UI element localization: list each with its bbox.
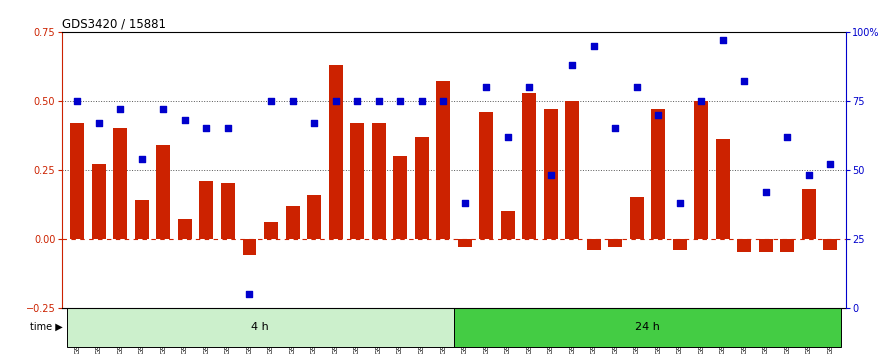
Point (673, 200, 687, 206)
Point (823, 161, 837, 167)
Point (134, 156, 149, 161)
Point (371, 98, 385, 104)
Bar (264, 222, 278, 239)
Text: GDS3420 / 15881: GDS3420 / 15881 (62, 18, 166, 31)
Bar (135, 200, 149, 239)
Bar (544, 109, 558, 239)
Bar (199, 181, 214, 239)
Bar (157, 145, 170, 239)
Point (522, 84, 537, 90)
Bar (651, 109, 666, 239)
Point (479, 84, 493, 90)
Bar (328, 65, 343, 239)
Point (629, 84, 643, 90)
Bar (113, 129, 127, 239)
Bar (823, 239, 837, 250)
Bar (630, 197, 643, 239)
Point (608, 126, 622, 131)
Text: 24 h: 24 h (635, 322, 660, 332)
Point (157, 106, 171, 112)
Point (393, 98, 408, 104)
Bar (759, 239, 773, 252)
Point (436, 98, 450, 104)
Bar (221, 183, 235, 239)
Point (286, 98, 300, 104)
Point (587, 43, 601, 48)
Bar (501, 211, 514, 239)
Bar (694, 101, 708, 239)
Point (92, 120, 106, 126)
Point (716, 37, 730, 43)
Point (694, 98, 708, 104)
Bar (70, 123, 85, 239)
Bar (802, 189, 816, 239)
Point (544, 172, 558, 178)
Point (264, 98, 279, 104)
Bar (781, 239, 795, 252)
Bar (522, 92, 536, 239)
Point (651, 112, 666, 118)
Text: 4 h: 4 h (251, 322, 269, 332)
Bar (436, 81, 450, 239)
Text: time ▶: time ▶ (30, 322, 62, 332)
Point (737, 79, 751, 84)
Bar (673, 239, 687, 250)
Bar (307, 194, 321, 239)
Point (221, 126, 235, 131)
Bar (372, 123, 385, 239)
Bar (92, 164, 106, 239)
Point (781, 134, 795, 139)
Point (500, 134, 514, 139)
Point (759, 189, 773, 195)
Bar (178, 219, 192, 239)
Point (113, 106, 127, 112)
Point (350, 98, 364, 104)
Bar (350, 123, 364, 239)
Point (199, 126, 214, 131)
Bar (454, 308, 841, 347)
Point (70, 98, 85, 104)
Bar (738, 239, 751, 252)
Point (242, 291, 256, 297)
Point (457, 200, 472, 206)
Bar (587, 239, 601, 250)
Bar (67, 308, 454, 347)
Bar (415, 137, 429, 239)
Point (565, 62, 579, 68)
Bar (565, 101, 579, 239)
Bar (393, 156, 407, 239)
Bar (242, 239, 256, 255)
Bar (286, 206, 300, 239)
Point (415, 98, 429, 104)
Bar (608, 239, 622, 247)
Bar (479, 112, 493, 239)
Point (802, 172, 816, 178)
Point (328, 98, 343, 104)
Bar (716, 139, 730, 239)
Bar (457, 239, 472, 247)
Point (178, 117, 192, 123)
Point (307, 120, 321, 126)
